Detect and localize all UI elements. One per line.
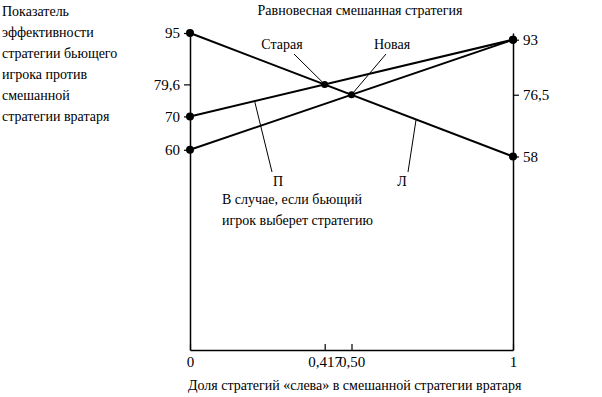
series-line <box>190 40 513 150</box>
series-marker <box>509 36 517 44</box>
tick-mark <box>325 344 326 350</box>
tick-label: 0 <box>187 354 195 370</box>
tick-label: 79,6 <box>154 77 181 93</box>
annotations: Показатель эффективности стратегии бьющего… <box>2 3 522 393</box>
axis-line <box>190 34 192 351</box>
tick: 0,417 <box>308 344 342 370</box>
equilibrium-label: Новая <box>374 37 411 52</box>
series-marker <box>186 146 194 154</box>
series-marker <box>509 36 517 44</box>
y-axis-title: смешанной <box>2 88 70 103</box>
tick: 0 <box>187 344 195 370</box>
tick-mark <box>513 95 519 96</box>
series-marker <box>509 152 517 160</box>
y-axis-title: стратегии вратаря <box>2 109 110 124</box>
y-axis-title: игрока против <box>2 67 87 82</box>
tick-label: 93 <box>523 32 538 48</box>
equilibrium-title: Равновесная смешанная стратегия <box>258 3 463 18</box>
tick-label: 95 <box>165 25 180 41</box>
y-axis-title: стратегии бьющего <box>2 46 117 61</box>
tick-mark <box>513 344 514 350</box>
y-axis-title: Показатель <box>2 4 69 19</box>
plot-area <box>186 29 517 160</box>
tick-mark <box>351 344 352 350</box>
tick-mark <box>184 84 190 85</box>
axis-y2ticks: 93 76,5 58 <box>513 32 549 351</box>
leader-line <box>408 119 416 172</box>
series-note: В случае, если бьющий <box>222 192 363 207</box>
axis-xticks: 0 0,4170,50 1 <box>187 344 518 370</box>
series-marker <box>186 29 194 37</box>
series-label: П <box>273 174 283 189</box>
tick-label: 0,417 <box>308 354 342 370</box>
x-axis-title: Доля стратегий «слева» в смешанной страт… <box>188 378 522 393</box>
tick: 76,5 <box>513 87 549 103</box>
equilibrium-label: Старая <box>261 37 303 52</box>
axis-yticks: 95 79,6 70 60 <box>154 25 191 350</box>
series-line <box>190 40 513 117</box>
leader-line <box>294 54 325 84</box>
tick-label: 60 <box>165 142 180 158</box>
leader-line <box>255 101 272 172</box>
tick: 0,50 <box>339 344 365 370</box>
tick-label: 70 <box>165 109 180 125</box>
y-axis-title: эффективности <box>2 25 94 40</box>
series-marker <box>186 112 194 120</box>
series-label: Л <box>397 174 407 189</box>
axis-line <box>513 34 515 351</box>
tick-label: 76,5 <box>523 87 549 103</box>
tick-label: 1 <box>510 354 518 370</box>
series-note: игрок выберет стратегию <box>222 213 373 228</box>
tick-mark <box>190 344 191 350</box>
leader-line <box>352 54 387 95</box>
tick-label: 0,50 <box>339 354 365 370</box>
series-line <box>190 33 513 156</box>
tick: 79,6 <box>154 77 190 93</box>
tick: 1 <box>510 344 518 370</box>
tick-label: 58 <box>523 149 538 165</box>
chart: 95 79,6 70 60 93 76,5 58 0 0,4170,50 1 Показатель э… <box>0 0 602 397</box>
